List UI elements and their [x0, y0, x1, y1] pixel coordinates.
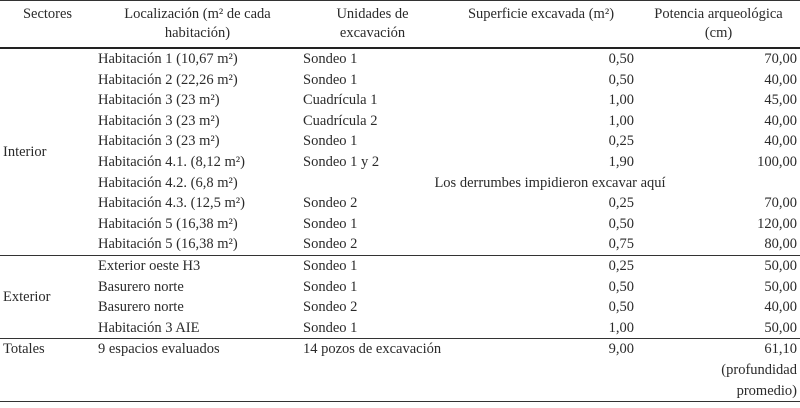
area-cell: 0,25	[445, 254, 637, 277]
unit-cell: Sondeo 1	[300, 47, 445, 70]
location-cell: Habitación 3 (23 m²)	[98, 112, 220, 129]
location-cell: Basurero norte	[98, 278, 184, 295]
header-cell: Superficie excavada (m²)	[445, 0, 637, 49]
location-cell: Habitación 3 AIE	[98, 319, 200, 336]
depth-cell: 80,00	[764, 236, 797, 253]
depth-cell: 50,00	[637, 254, 800, 277]
unit-cell: Sondeo 1	[303, 319, 358, 336]
totals-depth: 61,10 (profundidad promedio)	[721, 341, 797, 399]
table-row: Habitación 4.3. (12,5 m²) Sondeo 2 0,25 70,…	[0, 193, 800, 214]
totals-depth-cell: 61,10 (profundidad promedio)	[637, 338, 800, 403]
table-row: Habitación 3 (23 m²) Sondeo 1 0,25 40,00	[0, 131, 800, 152]
unit-cell: Sondeo 1	[303, 215, 358, 232]
location-cell: Habitación 4.2. (6,8 m²)	[98, 174, 238, 191]
sector-cell: Interior	[0, 47, 95, 256]
table-row: Habitación 5 (16,38 m²) Sondeo 2 0,75 80,00	[0, 234, 800, 255]
depth-cell: 50,00	[764, 278, 797, 295]
area-cell: 0,50	[608, 215, 634, 232]
unit-cell: Sondeo 1	[300, 254, 445, 277]
depth-cell: 70,00	[764, 195, 797, 212]
location-cell: Habitación 4.3. (12,5 m²)	[98, 195, 245, 212]
table-row: Habitación 4.1. (8,12 m²) Sondeo 1 y 2 1,9…	[0, 152, 800, 173]
area-cell: 0,50	[608, 299, 634, 316]
unit-cell: Sondeo 1	[303, 133, 358, 150]
totals-row: Totales 9 espacios evaluados 14 pozos de e…	[0, 338, 800, 403]
table-row: Habitación 5 (16,38 m²) Sondeo 1 0,50 120,0…	[0, 214, 800, 235]
unit-cell: Cuadrícula 1	[303, 92, 378, 109]
totals-units: 14 pozos de excavación	[300, 338, 445, 403]
location-cell: Habitación 2 (22,26 m²)	[98, 71, 238, 88]
location-cell: Basurero norte	[98, 299, 184, 316]
header-cell: Unidades de excavación	[300, 0, 445, 49]
location-cell: Habitación 1 (10,67 m²)	[95, 47, 300, 70]
depth-cell: 40,00	[764, 299, 797, 316]
area-cell: 0,50	[608, 278, 634, 295]
unit-cell: Sondeo 1	[303, 71, 358, 88]
table-row: Habitación 2 (22,26 m²) Sondeo 1 0,50 40,00	[0, 70, 800, 91]
depth-cell: 40,00	[764, 133, 797, 150]
depth-cell: 120,00	[757, 215, 797, 232]
header-row: Sectores Localización (m² de cada habitac…	[0, 0, 800, 49]
depth-cell: 40,00	[764, 112, 797, 129]
table-row: Habitación 3 (23 m²) Cuadrícula 1 1,00 45,0…	[0, 90, 800, 111]
totals-area: 9,00	[445, 338, 637, 403]
area-cell: 0,75	[608, 236, 634, 253]
header-cell: Sectores	[0, 0, 95, 49]
area-cell: 1,00	[608, 92, 634, 109]
table-row: Basurero norte Sondeo 2 0,50 40,00	[0, 297, 800, 318]
location-cell: Habitación 3 (23 m²)	[98, 133, 220, 150]
unit-cell: Sondeo 1 y 2	[303, 153, 380, 170]
unit-cell: Sondeo 2	[303, 299, 358, 316]
unit-cell: Sondeo 2	[303, 236, 358, 253]
table-row: Habitación 3 (23 m²) Cuadrícula 2 1,00 40,0…	[0, 111, 800, 132]
depth-cell: 50,00	[764, 319, 797, 336]
depth-cell: 40,00	[764, 71, 797, 88]
location-cell: Habitación 4.1. (8,12 m²)	[98, 153, 245, 170]
table-row: Habitación 4.2. (6,8 m²) Los derrumbes im…	[0, 173, 800, 194]
totals-label: Totales	[0, 338, 95, 403]
header-cell: Localización (m² de cada habitación)	[95, 0, 300, 49]
location-cell: Exterior oeste H3	[95, 254, 300, 277]
note-cell: Los derrumbes impidieron excavar aquí	[434, 174, 666, 191]
area-cell: 0,25	[608, 133, 634, 150]
area-cell: 0,50	[445, 47, 637, 70]
location-cell: Habitación 5 (16,38 m²)	[98, 215, 238, 232]
totals-location: 9 espacios evaluados	[95, 338, 300, 403]
table-row: Exterior Exterior oeste H3 Sondeo 1 0,25 50,…	[0, 254, 800, 339]
area-cell: 1,90	[608, 153, 634, 170]
sector-cell: Exterior	[0, 254, 95, 339]
table-header: Sectores Localización (m² de cada habitac…	[0, 0, 800, 49]
area-cell: 1,00	[608, 319, 634, 336]
table-row: Habitación 3 AIE Sondeo 1 1,00 50,00	[0, 318, 800, 339]
depth-cell: 70,00	[637, 47, 800, 70]
area-cell: 0,50	[608, 71, 634, 88]
area-cell: 1,00	[608, 112, 634, 129]
depth-cell: 45,00	[764, 92, 797, 109]
unit-cell: Cuadrícula 2	[303, 112, 378, 129]
depth-cell: 100,00	[757, 153, 797, 170]
location-cell: Habitación 5 (16,38 m²)	[98, 236, 238, 253]
table-row: Basurero norte Sondeo 1 0,50 50,00	[0, 277, 800, 298]
unit-cell: Sondeo 1	[303, 278, 358, 295]
area-cell: 0,25	[608, 195, 634, 212]
location-cell: Habitación 3 (23 m²)	[98, 92, 220, 109]
header-cell: Potencia arqueológica (cm)	[637, 0, 800, 49]
unit-cell: Sondeo 2	[303, 195, 358, 212]
